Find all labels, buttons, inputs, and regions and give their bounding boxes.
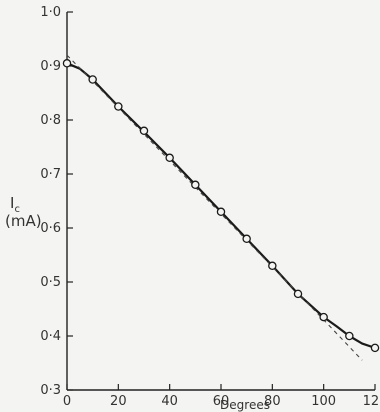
data-point <box>345 331 354 341</box>
y-tick-label: 0·5 <box>40 275 61 290</box>
data-point <box>191 180 200 190</box>
x-tick-label: 100 <box>311 394 336 409</box>
data-point <box>216 207 226 217</box>
data-point <box>114 102 123 111</box>
y-tick-label: 0·6 <box>40 221 61 236</box>
data-point <box>139 126 149 136</box>
dashed-line <box>66 54 363 361</box>
ticks: 0·3 0·4 0·5 0·6 0·7 0·8 0·9 1·0 0 20 40 60 80 100 120 <box>40 5 380 409</box>
y-tick-label: 0·4 <box>40 329 61 344</box>
y-axis-symbol: I <box>10 194 14 212</box>
data-point <box>165 153 174 163</box>
x-tick-label: 40 <box>161 394 178 409</box>
axes <box>66 12 375 391</box>
fitted-curve <box>65 62 377 349</box>
x-tick-label: 20 <box>110 394 127 409</box>
y-tick-label: 0·7 <box>40 167 61 182</box>
data-point <box>62 59 72 68</box>
data-point <box>268 261 277 271</box>
y-tick-label: 0·9 <box>40 59 61 74</box>
data-point <box>242 234 251 244</box>
series-layer <box>65 54 377 361</box>
markers <box>62 59 380 353</box>
y-axis-subscript: c <box>14 204 20 215</box>
data-point <box>88 75 97 84</box>
x-axis-label: Degrees <box>220 398 270 412</box>
data-point <box>319 312 328 322</box>
y-tick-label: 0·3 <box>40 383 61 398</box>
y-tick-label: 0·8 <box>40 113 61 128</box>
x-tick-label: 0 <box>63 394 71 409</box>
y-axis-unit: (mA) <box>5 212 42 230</box>
y-axis-label: Ic <box>10 194 20 215</box>
y-tick-label: 1·0 <box>40 5 61 20</box>
x-tick-label: 60 <box>213 394 230 409</box>
x-tick-label: 80 <box>264 394 281 409</box>
data-point <box>370 343 380 353</box>
x-tick-label: 120 <box>363 394 380 409</box>
data-point <box>293 289 303 299</box>
